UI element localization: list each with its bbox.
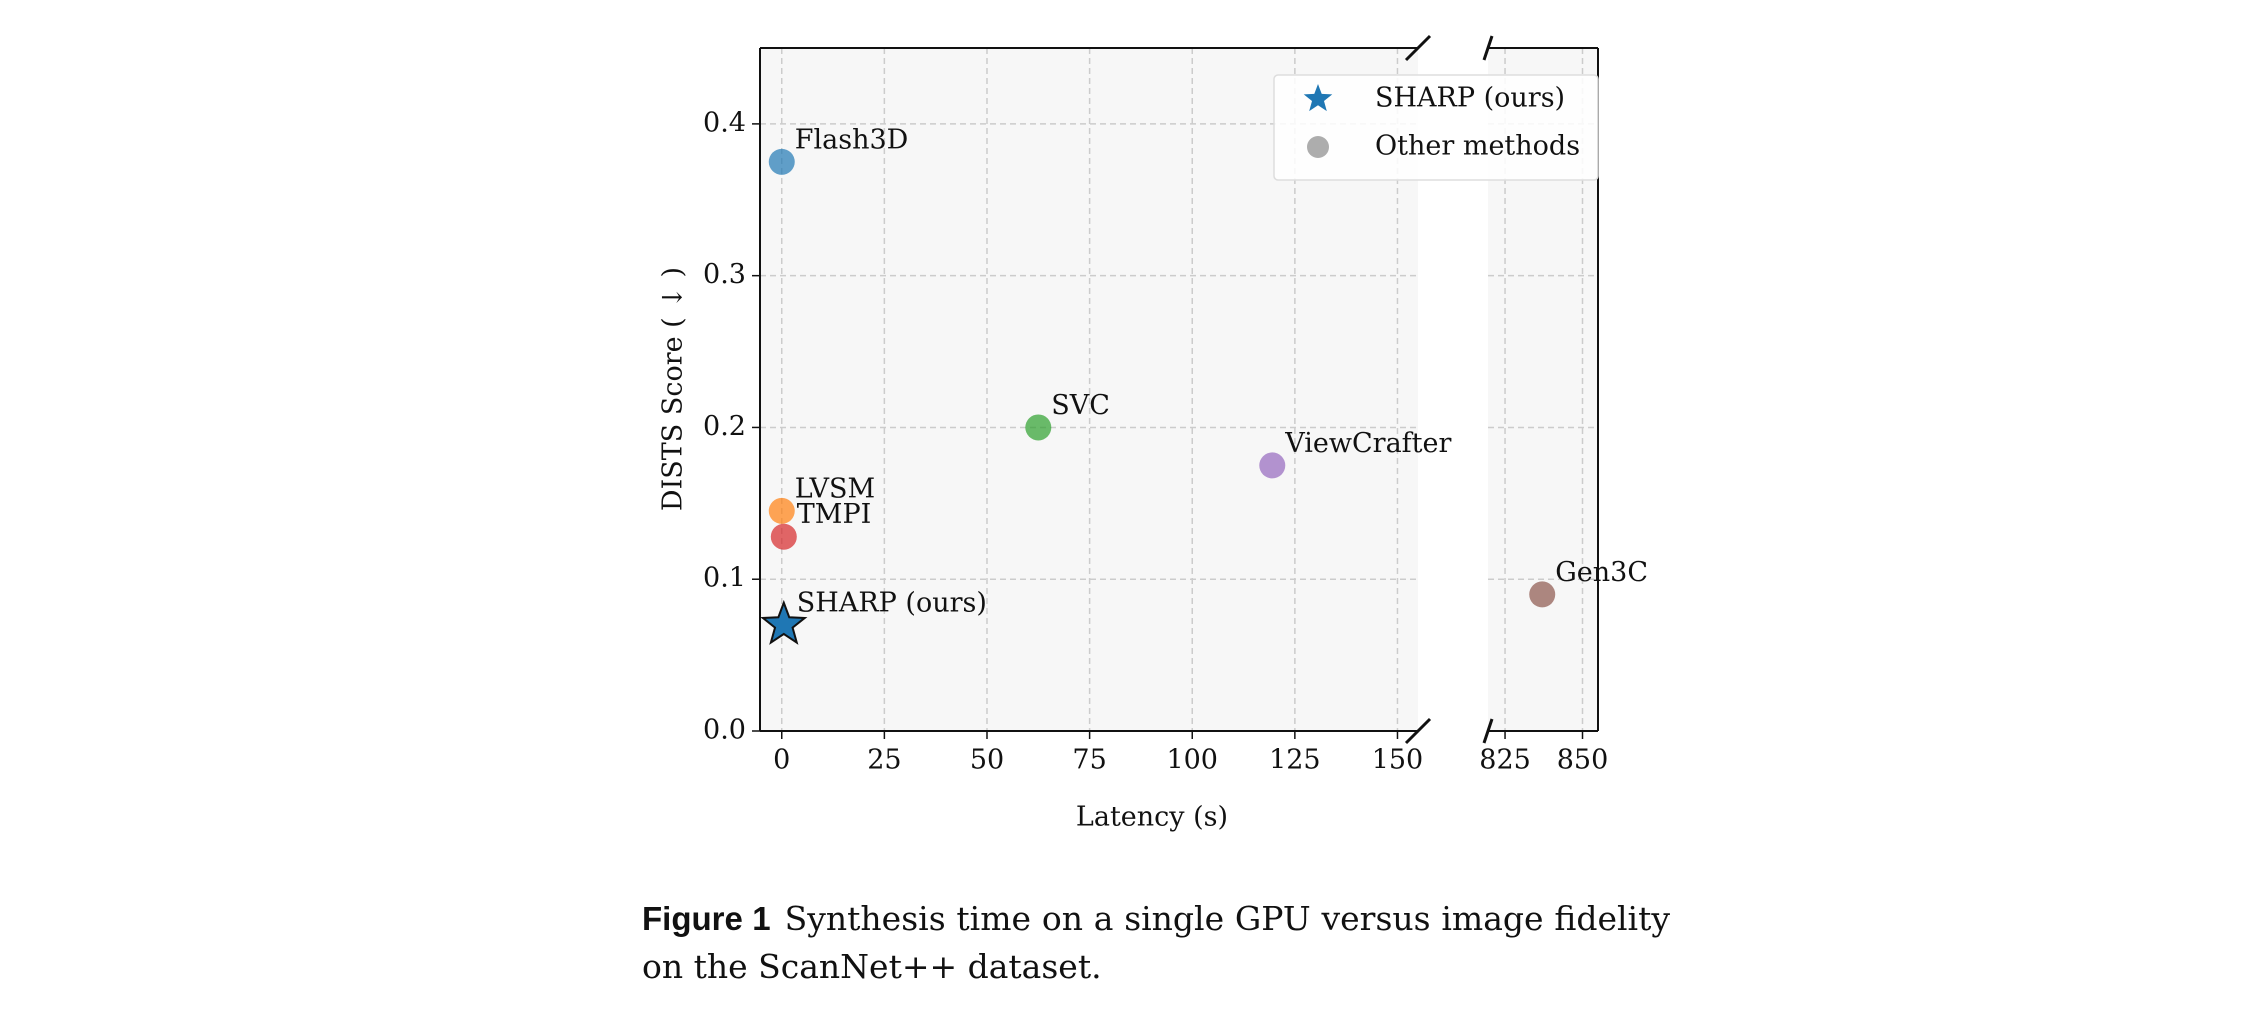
- x-tick-label: 75: [1072, 745, 1106, 776]
- y-tick-label: 0.2: [703, 411, 746, 442]
- legend-marker: [1303, 84, 1333, 112]
- point: [1259, 452, 1286, 479]
- point-label: LVSM: [795, 473, 875, 504]
- point: [768, 148, 795, 175]
- legend-label: Other methods: [1375, 131, 1580, 162]
- point-label: Flash3D: [795, 124, 909, 155]
- point-label: TMPI: [797, 499, 872, 530]
- legend-label: SHARP (ours): [1375, 83, 1565, 114]
- y-axis-label: DISTS Score ( ↓ ): [658, 267, 689, 511]
- x-tick-label: 100: [1166, 745, 1218, 776]
- caption: Figure 1 Synthesis time on a single GPU v…: [642, 895, 1670, 991]
- point: [1529, 581, 1556, 608]
- axis-break: [1404, 717, 1432, 745]
- caption-text: Synthesis time on a single GPU versus im…: [642, 899, 1670, 986]
- chart: 0 25 50 75 100 125 150 0.0 0.1 0.2 0.3 0.4 Latency (…: [658, 34, 1648, 833]
- point-label: ViewCrafter: [1284, 428, 1451, 459]
- legend-marker: [1307, 136, 1329, 158]
- x-axis-label: Latency (s): [1076, 802, 1228, 833]
- point: [770, 523, 797, 550]
- legend-box: [1273, 74, 1599, 181]
- point-label: SVC: [1051, 390, 1110, 421]
- point: [768, 497, 795, 524]
- x-tick-label: 25: [867, 745, 901, 776]
- y-tick-label: 0.3: [703, 259, 746, 290]
- axis-break: [1404, 34, 1432, 62]
- x-tick-label: 850: [1557, 745, 1609, 776]
- star-marker: [760, 599, 808, 645]
- y-tick-label: 0.4: [703, 107, 746, 138]
- axis-break: [1482, 35, 1494, 61]
- point-label: Gen3C: [1555, 557, 1648, 588]
- x-tick-label: 125: [1269, 745, 1321, 776]
- x-tick-label: 0: [773, 745, 790, 776]
- x-tick-label: 150: [1372, 745, 1424, 776]
- y-tick-label: 0.0: [703, 715, 746, 746]
- caption-label: Figure 1: [642, 900, 771, 937]
- x-tick-label: 50: [970, 745, 1004, 776]
- y-tick-label: 0.1: [703, 563, 746, 594]
- x-tick-label: 825: [1479, 745, 1531, 776]
- point: [1025, 414, 1052, 441]
- point-label: SHARP (ours): [797, 587, 987, 618]
- axis-break: [1482, 718, 1494, 744]
